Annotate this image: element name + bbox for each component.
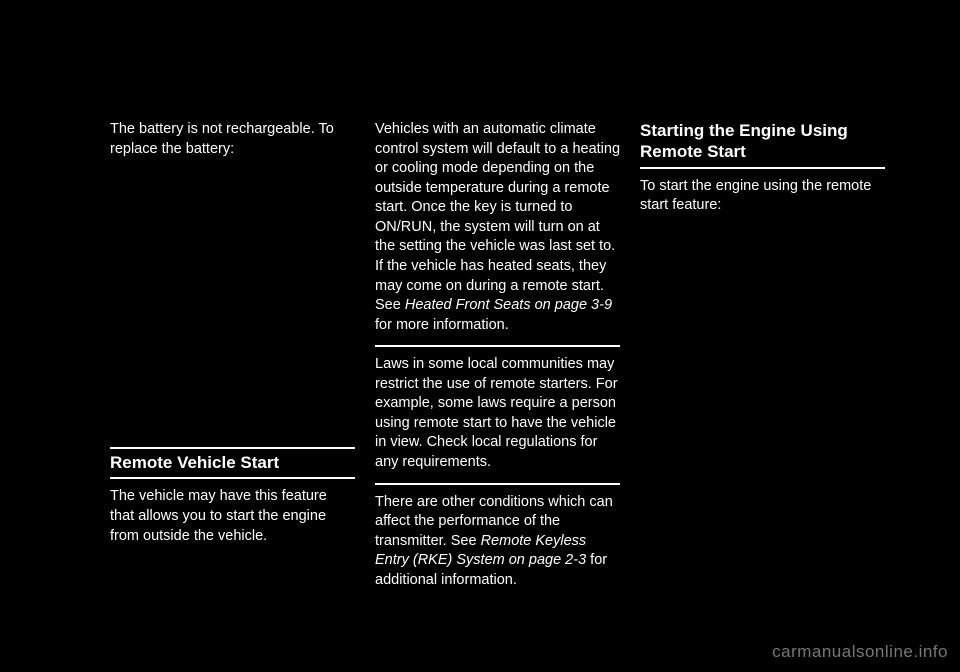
transmitter-note: There are other conditions which can aff… <box>375 493 620 591</box>
start-engine-intro: To start the engine using the remote sta… <box>640 177 885 216</box>
column-3: Starting the Engine Using Remote Start T… <box>640 120 885 600</box>
climate-note-text-a: Vehicles with an automatic climate contr… <box>375 121 620 313</box>
divider-2 <box>375 483 620 485</box>
laws-note: Laws in some local communities may restr… <box>375 355 620 472</box>
manual-page: The battery is not rechargeable. To repl… <box>0 0 960 672</box>
battery-note: The battery is not rechargeable. To repl… <box>110 120 355 159</box>
heated-seats-ref: Heated Front Seats on page 3-9 <box>405 297 612 313</box>
remote-start-intro: The vehicle may have this feature that a… <box>110 487 355 546</box>
column-1: The battery is not rechargeable. To repl… <box>110 120 355 600</box>
spacer <box>110 169 355 439</box>
start-engine-heading: Starting the Engine Using Remote Start <box>640 120 885 169</box>
divider-1 <box>375 345 620 347</box>
watermark-text: carmanualsonline.info <box>772 642 948 662</box>
remote-start-heading: Remote Vehicle Start <box>110 447 355 479</box>
column-2: Vehicles with an automatic climate contr… <box>375 120 620 600</box>
climate-note-text-b: for more information. <box>375 317 509 333</box>
column-layout: The battery is not rechargeable. To repl… <box>110 120 932 600</box>
climate-note: Vehicles with an automatic climate contr… <box>375 120 620 335</box>
